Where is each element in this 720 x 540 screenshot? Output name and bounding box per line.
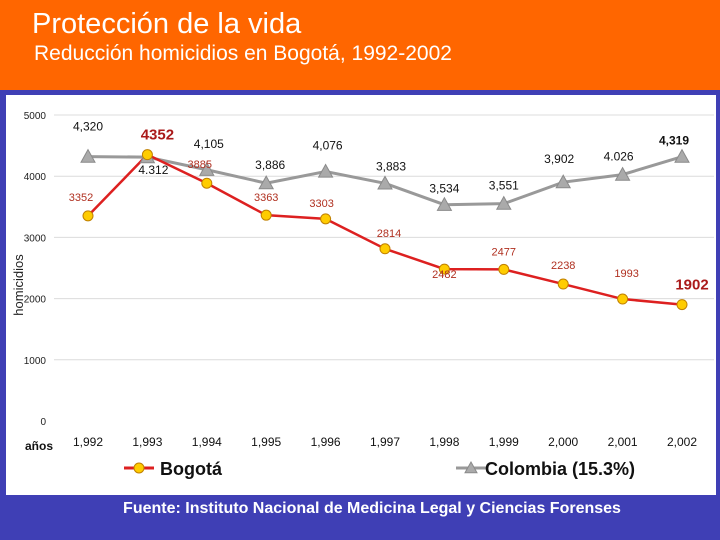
- bogota-data-label: 3885: [188, 159, 212, 171]
- bogota-marker: [141, 149, 153, 161]
- legend-colombia-marker: [464, 460, 478, 474]
- colombia-data-label: 4,076: [313, 139, 343, 153]
- series-markers: [80, 148, 690, 311]
- x-tick-label: 1,996: [311, 435, 341, 449]
- slide-title: Protección de la vida: [32, 8, 302, 40]
- y-axis-label: homicidios: [11, 254, 26, 316]
- colombia-marker: [436, 196, 453, 211]
- colombia-data-label: 4,320: [73, 120, 103, 134]
- colombia-marker: [80, 148, 96, 163]
- y-tick-label: 1000: [24, 356, 47, 367]
- bogota-data-label: 1902: [675, 277, 708, 294]
- bogota-data-label: 2482: [432, 269, 456, 281]
- chart-legend: Bogotá Colombia (15.3%): [124, 459, 635, 479]
- bogota-marker: [201, 177, 213, 189]
- x-tick-label: 1,999: [489, 435, 519, 449]
- bogota-data-label: 3352: [69, 192, 93, 204]
- title-banner: Protección de la vida Reducción homicidi…: [0, 0, 720, 90]
- colombia-marker: [258, 175, 275, 190]
- x-axis-label: años: [25, 439, 53, 453]
- colombia-marker: [614, 166, 631, 181]
- colombia-data-label: 4.312: [138, 163, 168, 177]
- colombia-data-label: 3,886: [255, 158, 285, 172]
- bogota-marker: [320, 213, 332, 225]
- x-tick-label: 2,001: [608, 435, 638, 449]
- legend-bogota-label: Bogotá: [160, 459, 223, 479]
- bogota-data-label: 4352: [141, 127, 174, 144]
- x-tick-label: 1,995: [251, 435, 281, 449]
- bogota-marker: [557, 278, 569, 290]
- y-tick-label: 0: [40, 417, 46, 428]
- bogota-marker: [676, 299, 688, 311]
- bogota-marker: [438, 263, 450, 275]
- bogota-data-label: 3303: [309, 198, 333, 210]
- legend-colombia-label: Colombia (15.3%): [485, 459, 635, 479]
- x-tick-label: 2,002: [667, 435, 697, 449]
- bogota-marker: [379, 243, 391, 255]
- chart-panel: 0 1000 2000 3000 4000 5000 homicidios años 1,…: [6, 95, 716, 495]
- colombia-data-label: 3,902: [544, 152, 574, 166]
- bogota-marker: [498, 263, 510, 275]
- bogota-data-label: 1993: [614, 268, 638, 280]
- colombia-marker: [495, 195, 512, 210]
- bogota-marker: [260, 209, 272, 221]
- x-tick-label: 2,000: [548, 435, 578, 449]
- legend-bogota-marker: [133, 462, 145, 474]
- colombia-data-label: 4,319: [659, 134, 689, 148]
- x-tick-label: 1,992: [73, 435, 103, 449]
- colombia-marker: [674, 148, 690, 163]
- colombia-marker: [555, 174, 572, 189]
- x-axis-ticks: 1,992 1,993 1,994 1,995 1,996 1,997 1,998 1,999…: [73, 435, 697, 449]
- x-tick-label: 1,993: [132, 435, 162, 449]
- bogota-marker: [617, 293, 629, 305]
- colombia-data-label: 4.026: [604, 150, 634, 164]
- colombia-marker: [317, 163, 334, 178]
- colombia-data-label: 3,551: [489, 179, 519, 193]
- x-tick-label: 1,994: [192, 435, 222, 449]
- colombia-data-label: 3,534: [429, 182, 459, 196]
- colombia-marker: [198, 161, 215, 176]
- colombia-marker: [377, 175, 393, 190]
- y-tick-label: 4000: [24, 172, 47, 183]
- y-axis-ticks: 0 1000 2000 3000 4000 5000: [24, 111, 47, 428]
- y-tick-label: 2000: [24, 295, 47, 306]
- colombia-data-label: 4,105: [194, 137, 224, 151]
- bogota-marker: [82, 210, 94, 222]
- bogota-data-label: 2477: [492, 246, 516, 258]
- y-tick-label: 3000: [24, 233, 47, 244]
- slide-subtitle: Reducción homicidios en Bogotá, 1992-200…: [34, 42, 452, 65]
- bogota-data-label: 2238: [551, 260, 575, 272]
- y-tick-label: 5000: [24, 111, 47, 122]
- data-labels: 4,320 4.312 4,105 3,886 4,076 3,883 3,534 3,551…: [69, 120, 709, 294]
- source-note: Fuente: Instituto Nacional de Medicina L…: [123, 500, 621, 517]
- bogota-data-label: 2814: [377, 228, 401, 240]
- colombia-data-label: 3,883: [376, 159, 406, 173]
- x-tick-label: 1,998: [429, 435, 459, 449]
- bogota-data-label: 3363: [254, 192, 278, 204]
- x-tick-label: 1,997: [370, 435, 400, 449]
- homicide-line-chart: 0 1000 2000 3000 4000 5000 homicidios años 1,…: [11, 111, 714, 479]
